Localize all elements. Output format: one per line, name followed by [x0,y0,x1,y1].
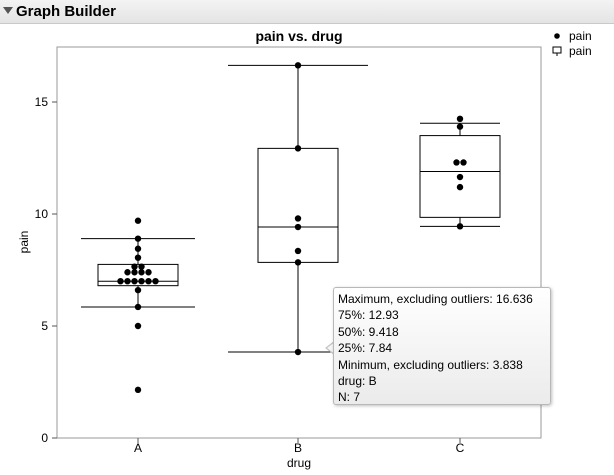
window-title: Graph Builder [16,3,117,20]
window-titlebar: Graph Builder [0,0,614,24]
data-point [131,278,138,285]
data-point [131,263,138,270]
y-tick-label: 10 [35,207,49,221]
x-tick-label: B [294,441,302,455]
disclosure-triangle-icon[interactable] [3,7,13,14]
tooltip-pointer-inner [327,342,335,354]
box-iqr [419,135,501,218]
data-point [138,263,145,270]
data-point [138,269,145,276]
data-point [294,215,302,222]
y-tick-label: 0 [41,431,48,445]
data-point [124,278,131,285]
data-point [456,223,464,230]
x-tick-label: C [456,441,465,455]
data-point [134,245,142,252]
data-point [131,269,138,276]
data-point [294,348,302,356]
y-tick-label: 15 [35,95,49,109]
x-axis-label: drug [287,456,311,470]
x-tick-label: A [134,441,142,455]
data-point [134,217,142,224]
legend-box-plot-icon [552,46,562,54]
data-point [134,254,142,261]
tooltip-line: Minimum, excluding outliers: 3.838 [338,357,523,372]
y-axis-label: pain [17,231,31,254]
data-point [134,235,142,242]
data-point [294,247,302,255]
data-point [294,145,302,152]
data-point [124,269,131,276]
data-point [456,173,464,181]
data-point [456,183,464,191]
chart-title: pain vs. drug [255,28,342,44]
tooltip-line: drug: B [338,374,377,389]
data-point [456,123,464,130]
legend-label: pain [569,29,592,43]
tooltip-line: Maximum, excluding outliers: 16.636 [338,292,533,306]
data-point [294,62,302,69]
data-point [294,223,302,231]
legend-dot-icon [554,33,560,39]
y-tick-label: 5 [41,319,48,333]
data-point [134,286,142,294]
data-point [152,278,159,285]
data-point [145,278,152,285]
tooltip-line: 50%: 9.418 [338,324,399,339]
data-point [453,159,460,166]
data-point [460,159,467,166]
data-point [138,278,145,285]
box-iqr [97,263,179,287]
data-point [117,278,124,285]
data-point [134,303,142,311]
data-point [134,322,142,330]
data-point [145,269,152,276]
legend-label: pain [569,44,592,58]
tooltip-line: 25%: 7.84 [338,341,393,356]
box-stats-tooltip: Maximum, excluding outliers: 16.636 75%: … [333,287,551,405]
tooltip-line: N: 7 [338,390,361,405]
data-point [134,386,142,394]
data-point [294,259,302,266]
data-point [456,115,464,123]
tooltip-line: 75%: 12.93 [338,308,399,323]
